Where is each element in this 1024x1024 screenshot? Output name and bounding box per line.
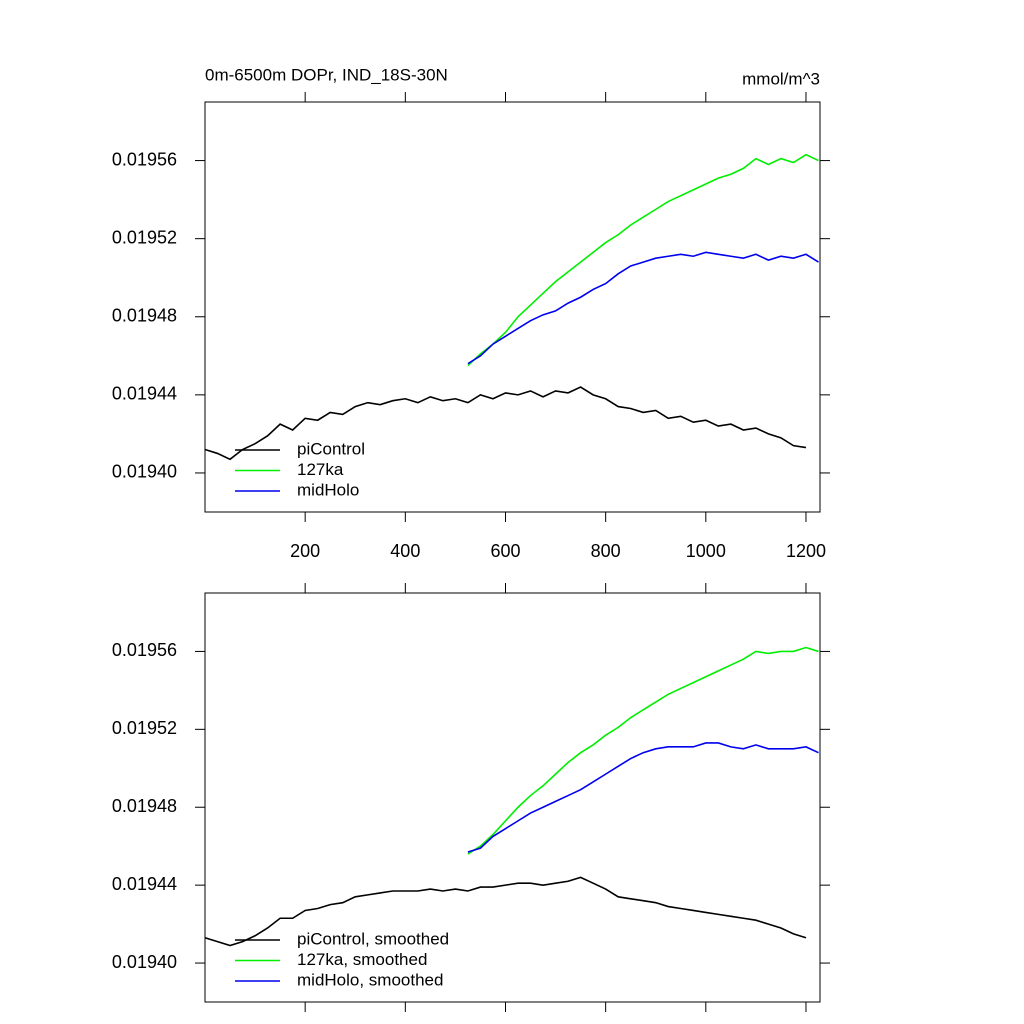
chart-title: 0m-6500m DOPr, IND_18S-30N (205, 65, 448, 84)
legend-label: midHolo, smoothed (297, 970, 443, 989)
plot-frame (204, 592, 821, 1003)
series-line (204, 386, 807, 461)
y-tick-label: 0.01956 (112, 149, 177, 169)
x-tick-label: 1000 (686, 541, 726, 561)
x-tick-label: 600 (490, 541, 520, 561)
legend-label: 127ka, smoothed (297, 950, 427, 969)
series-line (467, 153, 819, 367)
legend-label: piControl (297, 439, 365, 458)
series-line (467, 251, 819, 365)
y-tick-label: 0.01940 (112, 952, 177, 972)
y-tick-label: 0.01940 (112, 462, 177, 482)
series-line (467, 646, 819, 855)
legend-label: piControl, smoothed (297, 929, 449, 948)
x-tick-label: 400 (390, 541, 420, 561)
x-tick-label: 200 (290, 541, 320, 561)
y-tick-label: 0.01952 (112, 227, 177, 247)
y-tick-label: 0.01944 (112, 874, 177, 894)
units-label: mmol/m^3 (742, 69, 820, 88)
y-tick-label: 0.01956 (112, 640, 177, 660)
legend-label: 127ka (297, 460, 344, 479)
legend-label: midHolo (297, 480, 359, 499)
x-tick-label: 1200 (786, 541, 826, 561)
x-tick-label: 800 (591, 541, 621, 561)
y-tick-label: 0.01948 (112, 306, 177, 326)
plot-frame (204, 101, 821, 513)
series-line (204, 876, 807, 947)
y-tick-label: 0.01944 (112, 384, 177, 404)
y-tick-label: 0.01952 (112, 718, 177, 738)
y-tick-label: 0.01948 (112, 796, 177, 816)
series-line (467, 742, 819, 853)
